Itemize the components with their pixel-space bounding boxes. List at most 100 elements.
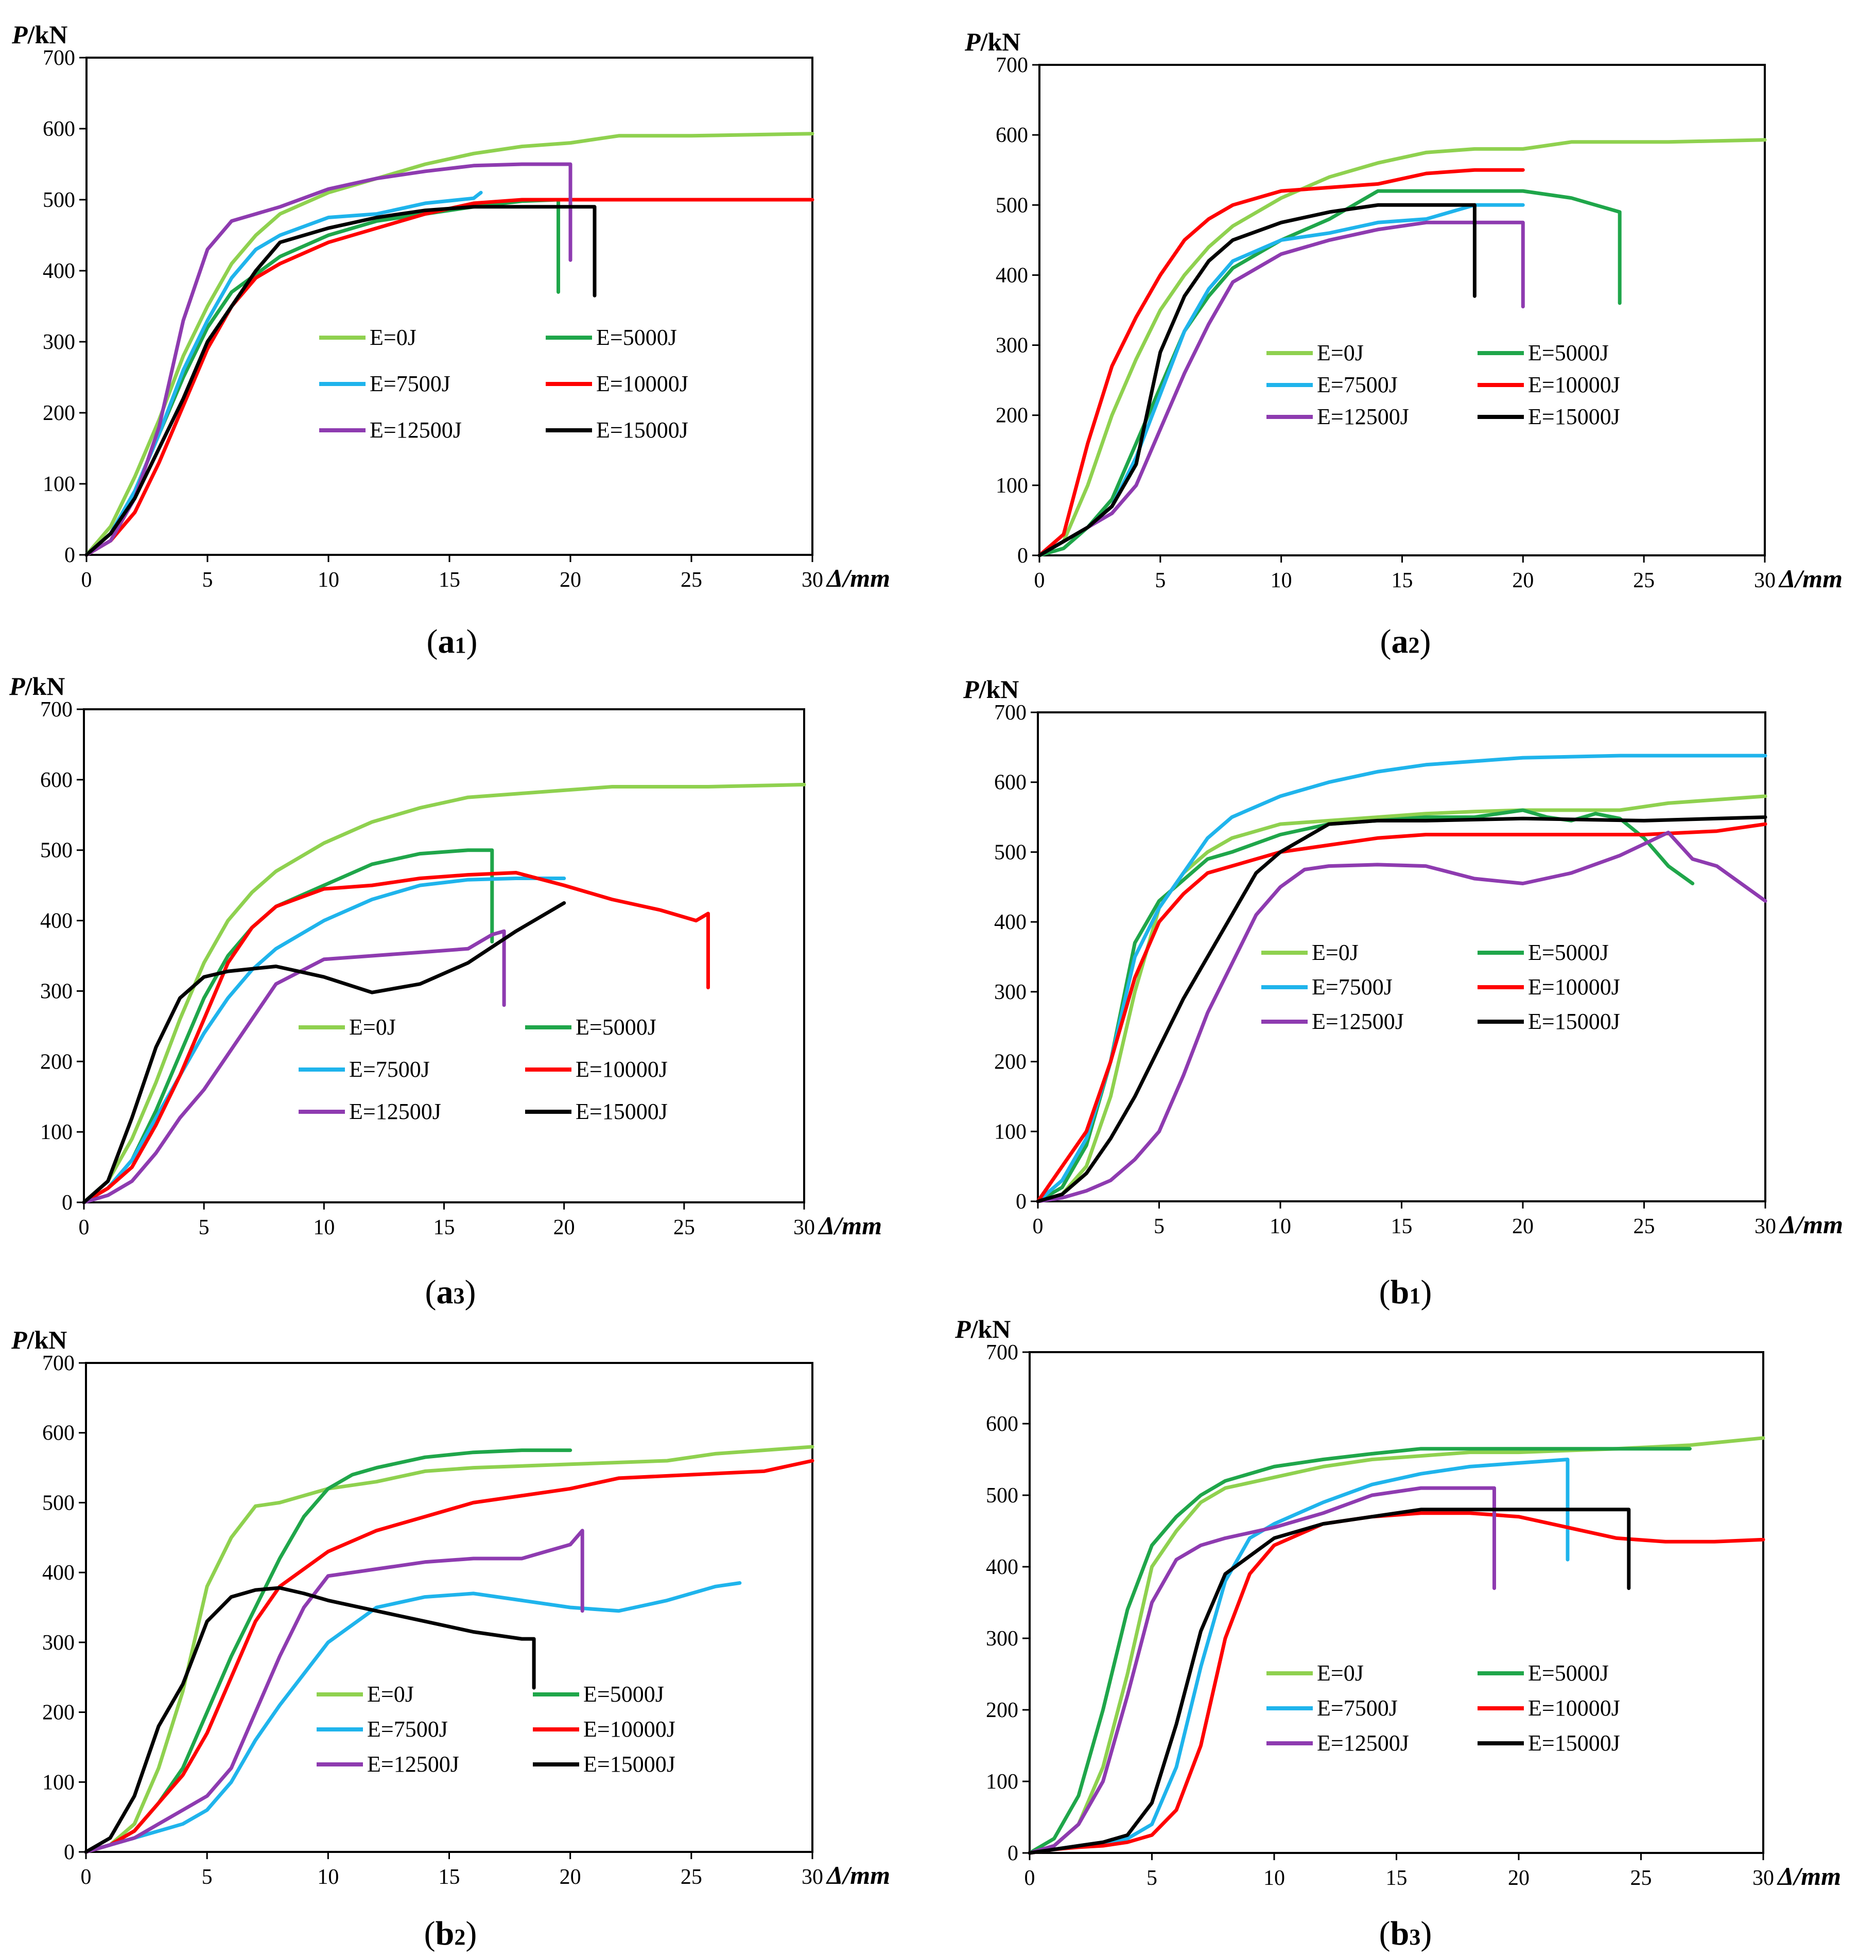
caption-letter: a [1392, 623, 1409, 660]
caption-subscript: 1 [1409, 1283, 1420, 1308]
legend-label: E=12500J [1317, 1730, 1409, 1756]
y-tick-label: 600 [43, 117, 75, 141]
series-line-e15000 [1037, 203, 1477, 557]
y-tick-label: 400 [40, 909, 73, 933]
series-line-e10000 [84, 1459, 814, 1854]
y-axis-title: P/kN [963, 675, 1019, 704]
y-tick-label: 700 [40, 698, 73, 722]
legend-label: E=15000J [576, 1099, 668, 1124]
legend-label: E=10000J [596, 371, 688, 396]
legend-label: E=10000J [1528, 974, 1620, 1000]
caption-letter: b [1391, 1273, 1410, 1311]
y-tick-label: 300 [40, 979, 73, 1003]
series-line-e12500 [82, 929, 506, 1204]
x-tick-label: 10 [318, 568, 339, 592]
series-line-e0 [82, 782, 806, 1204]
x-tick-label: 5 [199, 1216, 210, 1239]
legend-label: E=5000J [576, 1014, 656, 1040]
series-line-e0 [84, 132, 814, 557]
caption-open-paren: ( [1379, 1273, 1391, 1311]
x-tick-label: 5 [1155, 569, 1166, 592]
y-axis-unit: /kN [27, 1325, 67, 1354]
chart-panel-3: 0 100 200 300 400 500 600 700 0 5 10 15 20 25 30 P/kN Δ/… [9, 672, 882, 1311]
legend-label: E=7500J [349, 1057, 430, 1082]
y-axis-variable: P [964, 27, 981, 56]
legend-label: E=12500J [370, 417, 462, 443]
x-tick-label: 25 [1630, 1866, 1652, 1890]
x-tick-label: 20 [1512, 1215, 1534, 1238]
x-tick-label: 15 [433, 1216, 455, 1239]
chart-panel-6: 0 100 200 300 400 500 600 700 0 5 10 15 20 25 30 P/kN Δ/… [954, 1315, 1841, 1952]
y-tick-label: 600 [986, 1412, 1018, 1436]
series-line-e15000 [1028, 1508, 1631, 1855]
legend-label: E=0J [1317, 1660, 1364, 1686]
x-tick-label: 5 [1154, 1215, 1165, 1238]
x-tick-label: 5 [1147, 1866, 1157, 1890]
x-tick-label: 0 [1034, 569, 1045, 592]
panel-caption: (b1) [1379, 1273, 1432, 1311]
legend-label: E=5000J [583, 1682, 664, 1707]
caption-close-paren: ) [1420, 623, 1431, 660]
x-tick-label: 20 [553, 1216, 575, 1239]
legend: E=0J E=5000J E=7500J E=10000J E=12500J E=1500… [1261, 940, 1620, 1034]
caption-letter: a [438, 623, 455, 660]
x-axis-title: Δ/mm [826, 1861, 890, 1889]
x-tick-label: 10 [1271, 569, 1292, 592]
x-axis-title: Δ/mm [818, 1211, 882, 1240]
x-tick-label: 25 [681, 568, 702, 592]
y-tick-label: 200 [42, 1701, 75, 1725]
caption-close-paren: ) [1420, 1915, 1432, 1952]
y-tick-label: 100 [996, 474, 1028, 498]
y-tick-label: 300 [996, 334, 1028, 358]
x-tick-label: 15 [439, 568, 460, 592]
legend-label: E=15000J [596, 417, 688, 443]
y-tick-label: 500 [43, 188, 75, 212]
x-tick-label: 25 [1634, 1215, 1655, 1238]
x-tick-label: 20 [560, 1865, 581, 1889]
legend-label: E=5000J [1528, 940, 1609, 965]
series-line-e7500 [84, 1581, 742, 1854]
y-tick-label: 500 [986, 1484, 1018, 1508]
x-tick-label: 30 [1754, 569, 1776, 592]
y-tick-label: 700 [42, 1352, 75, 1375]
y-tick-label: 0 [1008, 1842, 1018, 1865]
y-axis-variable: P [963, 675, 979, 704]
series-line-e12500 [1037, 220, 1525, 557]
legend-label: E=0J [1317, 340, 1364, 365]
y-tick-label: 0 [1017, 544, 1028, 568]
legend-label: E=0J [370, 325, 416, 350]
y-tick-label: 300 [986, 1627, 1018, 1651]
legend-label: E=7500J [1312, 974, 1393, 1000]
y-tick-label: 200 [994, 1051, 1027, 1074]
x-tick-label: 10 [1270, 1215, 1291, 1238]
y-tick-label: 300 [994, 981, 1027, 1004]
caption-subscript: 3 [1409, 1924, 1420, 1950]
series-line-e10000 [1028, 1511, 1765, 1855]
y-tick-label: 100 [40, 1121, 73, 1144]
y-tick-label: 100 [994, 1120, 1027, 1144]
y-tick-label: 400 [42, 1561, 75, 1585]
legend-label: E=7500J [1317, 1695, 1398, 1721]
y-tick-label: 100 [42, 1771, 75, 1794]
x-tick-label: 5 [202, 568, 213, 592]
y-axis-unit: /kN [27, 20, 68, 49]
series-line-e10000 [1036, 822, 1767, 1203]
panel-caption: (a2) [1380, 623, 1431, 660]
y-tick-label: 300 [42, 1631, 75, 1655]
y-tick-label: 700 [986, 1341, 1018, 1364]
y-tick-label: 400 [994, 911, 1027, 934]
x-tick-label: 15 [1392, 569, 1413, 592]
series-line-e15000 [84, 205, 597, 557]
series-line-e12500 [1028, 1486, 1496, 1855]
x-axis-title: Δ/mm [1779, 1210, 1843, 1239]
y-tick-label: 300 [43, 330, 75, 354]
y-axis-title: P/kN [9, 672, 65, 701]
y-tick-label: 200 [43, 401, 75, 425]
y-tick-label: 400 [986, 1555, 1018, 1579]
series-line-e15000 [1036, 815, 1767, 1203]
x-axis-title: Δ/mm [1777, 1862, 1841, 1891]
y-tick-label: 400 [43, 259, 75, 283]
y-tick-label: 500 [40, 839, 73, 863]
legend-label: E=0J [367, 1682, 414, 1707]
